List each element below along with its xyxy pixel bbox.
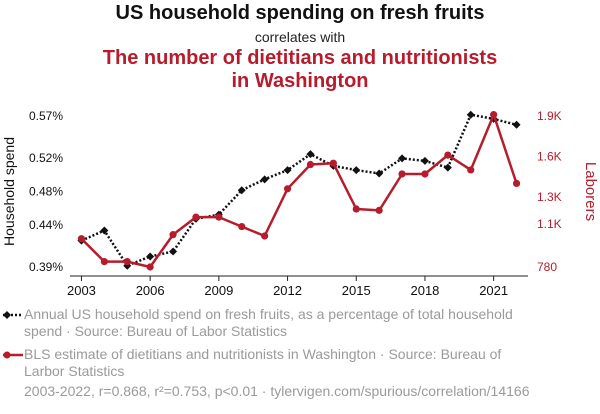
x-tick-label: 2009 [204, 283, 233, 298]
data-point-2016 [375, 206, 383, 214]
chart-subtitle: correlates with [254, 29, 346, 45]
right-tick-label: 1.3K [537, 190, 562, 204]
data-point-2017 [398, 154, 407, 163]
chart-title-secondary: The number of dietitians and nutritionis… [102, 47, 498, 92]
data-point-2005 [123, 258, 131, 266]
data-point-2017 [398, 170, 406, 178]
data-point-2013 [306, 150, 315, 159]
data-point-2012 [283, 185, 292, 193]
data-point-2008 [192, 213, 200, 221]
legend-label-spend: Annual US household spend on fresh fruit… [24, 306, 513, 339]
x-tick-label: 2018 [410, 283, 439, 298]
data-point-2015 [352, 166, 361, 175]
legend-swatch-dietitians [3, 351, 23, 359]
chart-title: US household spending on fresh fruits [115, 2, 485, 24]
data-point-2009 [215, 213, 223, 221]
data-point-2018 [421, 170, 429, 178]
data-point-2007 [169, 231, 177, 239]
x-tick-label: 2003 [67, 283, 96, 298]
data-point-2007 [169, 247, 178, 256]
series-spend [77, 110, 521, 270]
x-tick-label: 2015 [342, 283, 371, 298]
data-point-2021 [490, 111, 498, 119]
data-point-2010 [238, 222, 246, 231]
data-point-2019 [444, 151, 452, 159]
data-point-2006 [146, 263, 154, 271]
data-point-2015 [352, 205, 360, 213]
data-point-2019 [443, 163, 452, 172]
data-point-2006 [146, 252, 155, 261]
data-point-2012 [283, 166, 292, 175]
data-point-2011 [260, 175, 269, 184]
data-point-2004 [100, 226, 109, 235]
data-point-2011 [261, 232, 269, 240]
data-point-2010 [237, 186, 246, 195]
left-tick-label: 0.52% [29, 151, 63, 165]
data-point-2003 [77, 235, 86, 243]
x-tick-label: 2012 [273, 283, 302, 298]
right-axis-label: Laborers [582, 162, 599, 221]
data-point-2022 [512, 120, 521, 129]
data-point-2004 [100, 258, 108, 266]
left-tick-label: 0.44% [29, 218, 63, 232]
data-point-2020 [467, 166, 475, 174]
left-tick-label: 0.39% [29, 260, 63, 274]
right-tick-label: 1.1K [537, 217, 562, 231]
right-tick-label: 780 [537, 260, 557, 274]
data-point-2022 [512, 179, 521, 188]
data-point-2018 [420, 156, 429, 165]
data-point-2013 [306, 160, 315, 169]
right-tick-label: 1.9K [537, 109, 562, 123]
left-axis-label: Household spend [1, 137, 17, 246]
series-line [80, 113, 518, 269]
data-point-2016 [375, 169, 384, 178]
left-tick-label: 0.57% [29, 109, 63, 123]
left-tick-label: 0.48% [29, 185, 63, 199]
series-line [80, 113, 517, 267]
x-tick-label: 2021 [479, 283, 508, 298]
chart-footer: 2003-2022, r=0.868, r²=0.753, p<0.01 · t… [24, 383, 530, 399]
right-tick-label: 1.6K [537, 149, 562, 163]
data-point-2014 [329, 159, 337, 167]
legend-swatch-spend [3, 311, 23, 319]
data-point-2020 [466, 110, 475, 119]
legend-label-dietitians: BLS estimate of dietitians and nutrition… [24, 346, 502, 379]
series-dietitians [77, 111, 521, 271]
x-tick-label: 2006 [136, 283, 165, 298]
